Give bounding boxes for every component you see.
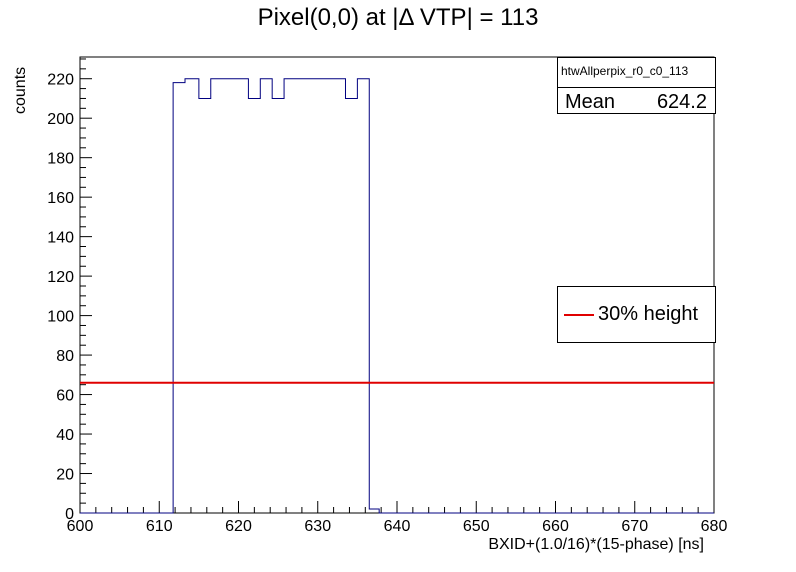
histogram-name: htwAllperpix_r0_c0_113	[561, 64, 689, 78]
legend-swatch-red-line	[564, 314, 594, 316]
chart-title: Pixel(0,0) at |Δ VTP| = 113	[257, 4, 539, 31]
y-tick-label: 80	[56, 348, 74, 365]
plot-frame	[79, 56, 715, 514]
y-tick-label: 100	[47, 309, 74, 326]
x-tick-label: 630	[304, 518, 331, 535]
legend-label: 30% height	[598, 303, 699, 325]
y-tick-label: 20	[56, 467, 74, 484]
y-tick-label: 0	[65, 506, 74, 523]
x-axis-label: BXID+(1.0/16)*(15-phase) [ns]	[488, 536, 704, 553]
y-tick-label: 60	[56, 388, 74, 405]
y-tick-label: 140	[47, 230, 74, 247]
stats-divider	[558, 87, 715, 88]
legend: 30% height	[557, 286, 716, 343]
x-tick-label: 610	[146, 518, 173, 535]
x-tick-label: 650	[463, 518, 490, 535]
y-tick-label: 40	[56, 427, 74, 444]
x-tick-label: 600	[67, 518, 94, 535]
x-tick-label: 680	[701, 518, 728, 535]
x-tick-label: 640	[384, 518, 411, 535]
y-tick-label: 220	[47, 72, 74, 89]
stats-box: htwAllperpix_r0_c0_113 Mean 624.2	[557, 57, 716, 114]
histogram-series-line	[80, 78, 714, 514]
x-tick-label: 620	[225, 518, 252, 535]
y-tick-label: 180	[47, 151, 74, 168]
y-tick-label: 160	[47, 190, 74, 207]
y-tick-label: 120	[47, 269, 74, 286]
y-tick-label: 200	[47, 111, 74, 128]
x-tick-label: 670	[621, 518, 648, 535]
x-tick-label: 660	[542, 518, 569, 535]
y-axis-label: counts	[12, 66, 29, 114]
mean-label: Mean	[565, 91, 616, 113]
mean-value: 624.2	[656, 91, 707, 113]
